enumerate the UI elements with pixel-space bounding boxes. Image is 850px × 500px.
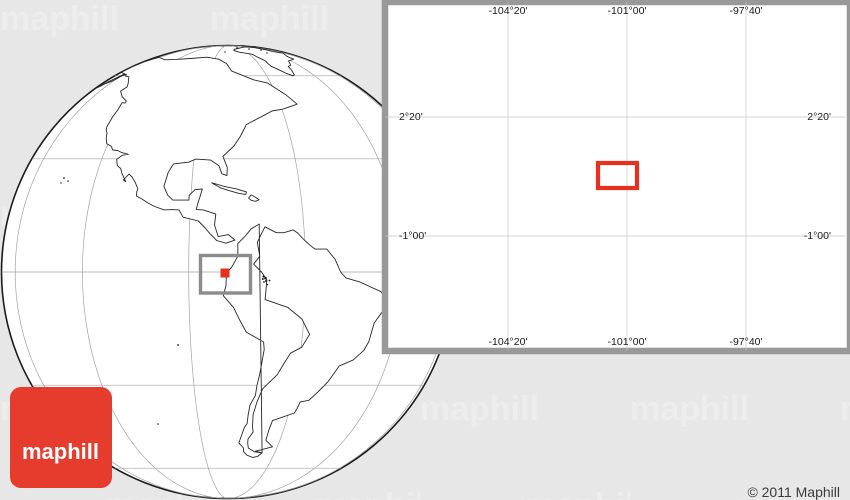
svg-text:maphill: maphill: [22, 439, 99, 464]
